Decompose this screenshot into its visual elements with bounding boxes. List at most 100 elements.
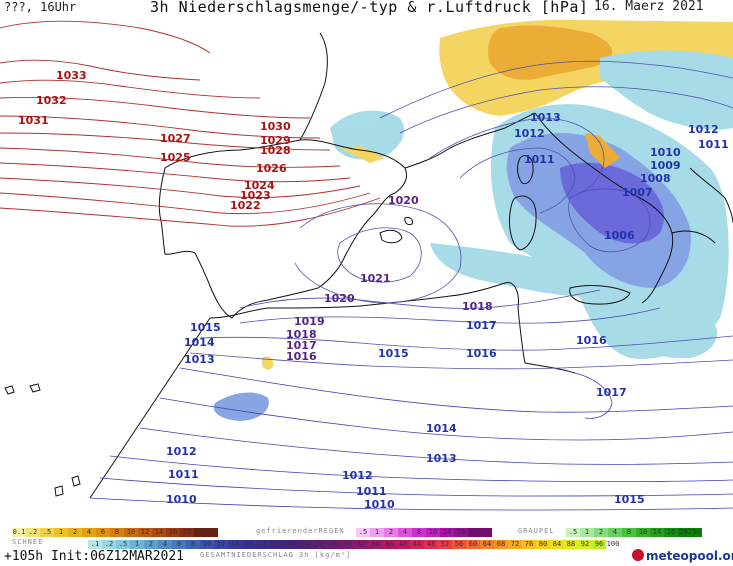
- isobar-label: 1031: [18, 114, 49, 127]
- legend-cell: .2: [26, 528, 40, 537]
- legend-cell: 22: [284, 540, 298, 549]
- coast-sardinia: [509, 195, 537, 251]
- isobar-label: 1021: [360, 272, 391, 285]
- isobar-label: 1012: [514, 127, 545, 140]
- isobar-label: 1026: [256, 162, 287, 175]
- legend-cell: 16: [242, 540, 256, 549]
- legend-cell: 34: [368, 540, 382, 549]
- coast-greece: [689, 167, 733, 224]
- legend-cell: .1: [88, 540, 102, 549]
- isobar-label: 1016: [286, 350, 317, 363]
- coast-sicily: [569, 285, 631, 305]
- legend-cell: 68: [494, 540, 508, 549]
- coast-canaries: [4, 383, 81, 497]
- legend-cell: 76: [522, 540, 536, 549]
- legend-cell: 10: [636, 528, 650, 537]
- legend-cell: .2: [102, 540, 116, 549]
- legend-cell: 2: [144, 540, 158, 549]
- legend-graupel-label: GRAUPEL: [518, 527, 555, 535]
- legend-cell: 1: [370, 528, 384, 537]
- legend-cell: 2: [68, 528, 82, 537]
- legend-cell: 52: [438, 540, 452, 549]
- legend-cell: 30: [340, 540, 354, 549]
- isobar-label: 1012: [166, 445, 197, 458]
- legend-cell: 1: [130, 540, 144, 549]
- legend-cell: .5: [356, 528, 370, 537]
- legend-cell: 8: [110, 528, 124, 537]
- legend-cell: 14: [228, 540, 242, 549]
- valid-time-label: ???, 16Uhr: [4, 0, 77, 14]
- isobar-label: 1008: [640, 172, 671, 185]
- legend-cell: .5: [566, 528, 580, 537]
- legend-cell: 12: [214, 540, 228, 549]
- isobar-label: 1029: [260, 134, 291, 147]
- coast-corsica: [517, 155, 534, 185]
- legend-cell: 10: [124, 528, 138, 537]
- isobar-label: 1023: [240, 189, 271, 202]
- isobar-label: 1011: [698, 138, 729, 151]
- legend-cell: 26: [312, 540, 326, 549]
- isobar-label: 1010: [364, 498, 395, 511]
- coast-balearics: [379, 217, 413, 244]
- isobar-label: 1010: [650, 146, 681, 159]
- legend-cell: 72: [508, 540, 522, 549]
- isobar-label: 1012: [688, 123, 719, 136]
- legend-cell: .5: [40, 528, 54, 537]
- legend-cell: .5: [116, 540, 130, 549]
- precip-italy-heavy: [560, 162, 664, 244]
- coast-italy: [534, 112, 716, 304]
- legend-snow-label: SCHNEE: [12, 538, 44, 546]
- map-title: 3h Niederschlagsmenge/-typ & r.Luftdruck…: [150, 0, 589, 16]
- legend-total-precip-scale: .1.2.5 1 2 4 6 8 10 12 14 16 18 20 22 24 26 28 30 32 34 36 4…: [88, 540, 620, 549]
- legend-cell: 14: [440, 528, 454, 537]
- legend-cell: 84: [550, 540, 564, 549]
- legend-cell: 8: [186, 540, 200, 549]
- coast-north-africa: [209, 282, 576, 374]
- isobars-high: [0, 20, 381, 227]
- isobar-labels: 1033 1032 1031 1030 1029 1028 1027 1026 …: [18, 69, 729, 511]
- isobar-label: 1016: [576, 334, 607, 347]
- legend-cell: 4: [82, 528, 96, 537]
- isobar-label: 1006: [604, 229, 635, 242]
- brand-label[interactable]: meteopool.org: [646, 549, 733, 563]
- isobar-label: 1020: [324, 292, 355, 305]
- legend-cell: 8: [622, 528, 636, 537]
- isobar-label: 1014: [184, 336, 215, 349]
- isobar-label: 1028: [260, 144, 291, 157]
- legend-cell: 80: [536, 540, 550, 549]
- legend-freezing-rain-label: gefrierenderREGEN: [256, 527, 345, 535]
- legend-cell: 32: [354, 540, 368, 549]
- isobar-label: 1013: [184, 353, 215, 366]
- isobar-label: 1019: [294, 315, 325, 328]
- precip-sicily-band: [430, 243, 604, 297]
- isobar-label: 1027: [160, 132, 191, 145]
- coast-iberia: [158, 139, 408, 319]
- isobar-label: 1017: [466, 319, 497, 332]
- legend-cell: 44: [410, 540, 424, 549]
- precip-alps-blue: [600, 50, 733, 130]
- isobar-label: 1011: [168, 468, 199, 481]
- isobar-label: 1018: [286, 328, 317, 341]
- isobars-low: [89, 367, 733, 511]
- isobar-label: 1013: [426, 452, 457, 465]
- isobars-mid: [189, 60, 733, 370]
- legend-cell: 12: [138, 528, 152, 537]
- isobar-label: 1017: [596, 386, 627, 399]
- legend-cell: 10: [200, 540, 214, 549]
- isobar-label: 1013: [530, 111, 561, 124]
- legend-snow-scale: 0.1.2.5 1 2 4 6 8 10 12 14 16 18 2025+: [12, 528, 218, 537]
- isobar-label: 1032: [36, 94, 67, 107]
- weather-map: 1033 1032 1031 1030 1029 1028 1027 1026 …: [0, 18, 733, 524]
- legend-cell: 0.1: [12, 528, 26, 537]
- legend-cell: 88: [564, 540, 578, 549]
- meteopool-logo-icon: [632, 549, 644, 561]
- legend-cell: 6: [172, 540, 186, 549]
- coastline-layer: [4, 32, 733, 499]
- isobar-label: 1009: [650, 159, 681, 172]
- isobar-label: 1018: [462, 300, 493, 313]
- legend-cell: 14: [650, 528, 664, 537]
- legend-cell: 1: [580, 528, 594, 537]
- isobar-label: 1014: [426, 422, 457, 435]
- precip-east-band: [605, 301, 718, 359]
- precip-alps-orange: [488, 25, 613, 80]
